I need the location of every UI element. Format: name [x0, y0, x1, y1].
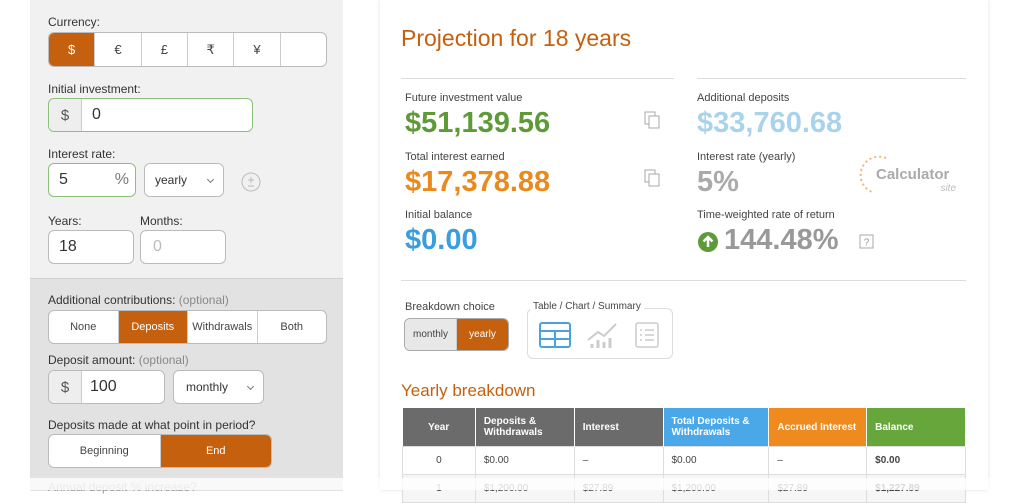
label: Deposits made at what point in period? [48, 418, 256, 432]
stat-value: $17,378.88 [405, 166, 551, 198]
chart-icon[interactable] [587, 323, 617, 348]
cell: $0.00 [866, 446, 966, 475]
currency-group: $ € £ ₹ ¥ [48, 32, 327, 67]
cell: – [768, 446, 868, 475]
input-value: 18 [59, 238, 77, 255]
select[interactable]: monthly [173, 370, 264, 404]
label: Deposit amount: (optional) [48, 353, 189, 367]
label-text: Deposit amount: [48, 353, 136, 367]
stat-label: Future investment value [405, 92, 523, 104]
cell: $0.00 [662, 446, 770, 475]
option[interactable]: Both [280, 321, 304, 333]
timing-group: Beginning End [48, 434, 272, 468]
label-text: Additional contributions: [48, 293, 176, 307]
stat-label: Additional deposits [697, 92, 790, 104]
stat-label: Initial balance [405, 209, 473, 221]
label: Initial investment: [48, 82, 141, 96]
option[interactable]: Beginning [49, 435, 161, 467]
stat-label: Total interest earned [405, 151, 505, 163]
table-row: 0 $0.00 – $0.00 – $0.00 [402, 446, 966, 475]
optional-note: (optional) [178, 293, 229, 307]
cell: – [573, 446, 664, 475]
fade-overlay [0, 478, 1023, 490]
column-header: Interest [574, 408, 664, 447]
column-header: Balance [866, 408, 966, 447]
input-value: 5 [59, 171, 68, 188]
label: Months: [140, 214, 183, 228]
breakdown-toggle: monthly yearly [404, 318, 509, 351]
section-title: Yearly breakdown [401, 381, 536, 400]
select-value: monthly [186, 380, 229, 394]
text-input[interactable]: 5 % [48, 163, 136, 197]
currency-option[interactable] [281, 33, 326, 66]
option[interactable]: Deposits [118, 311, 188, 343]
placeholder: 0 [153, 238, 162, 255]
label: Breakdown choice [405, 301, 495, 313]
results-title: Projection for 18 years [401, 25, 632, 51]
stat-value: $33,760.68 [697, 107, 843, 139]
logo-name: Calculator [876, 166, 950, 183]
header-row: Year Deposits & Withdrawals Interest Tot… [402, 408, 966, 447]
text-input[interactable]: $ 0 [48, 98, 253, 132]
label: Currency: [48, 15, 101, 29]
option[interactable]: monthly [405, 319, 457, 350]
column-header: Year [402, 408, 476, 447]
select[interactable]: yearly [144, 163, 224, 197]
svg-text:?: ? [864, 238, 870, 249]
currency-option[interactable]: £ [142, 33, 188, 66]
contributions-group: None Deposits Withdrawals Both [48, 310, 327, 344]
select-value: yearly [155, 173, 188, 187]
label: Table / Chart / Summary [530, 301, 644, 312]
text-input[interactable]: 0 [140, 230, 226, 264]
up-arrow-icon [698, 232, 718, 252]
logo: Calculator site [852, 152, 958, 202]
option[interactable]: yearly [457, 319, 508, 350]
stat-value: 5% [697, 166, 739, 198]
plus-minus-icon[interactable] [240, 171, 262, 193]
column-header: Accrued Interest [768, 408, 868, 447]
optional-note: (optional) [138, 353, 189, 367]
cell: $0.00 [474, 446, 575, 475]
column-header: Total Deposits & Withdrawals [663, 408, 770, 447]
column-header: Deposits & Withdrawals [475, 408, 575, 447]
view-icons [539, 322, 659, 348]
help-icon[interactable]: ? [859, 234, 875, 250]
divider [401, 78, 674, 79]
label: Additional contributions: (optional) [48, 293, 229, 307]
logo-mark [859, 155, 887, 193]
summary-icon[interactable] [635, 322, 659, 348]
cell: 0 [402, 446, 476, 475]
prefix: $ [49, 99, 82, 131]
stat-value: $0.00 [405, 224, 478, 256]
currency-option[interactable]: $ [49, 33, 96, 66]
currency-option[interactable]: € [95, 33, 142, 66]
currency-option[interactable]: ¥ [234, 33, 281, 66]
page: Currency: $ € £ ₹ ¥ Initial investment: … [0, 0, 1023, 490]
logo-suffix: site [940, 183, 956, 194]
stat-value: 144.48% [724, 224, 839, 256]
suffix: % [114, 171, 129, 188]
option[interactable]: None [49, 311, 119, 343]
text-input[interactable]: $ 100 [48, 370, 165, 404]
divider [697, 78, 966, 79]
input-value: 100 [90, 378, 117, 395]
copy-icon[interactable] [642, 168, 662, 188]
prefix: $ [49, 371, 82, 403]
text-input[interactable]: 18 [48, 230, 134, 264]
label: Interest rate: [48, 147, 116, 161]
option[interactable]: End [160, 435, 271, 467]
currency-option[interactable]: ₹ [188, 33, 235, 66]
table-icon[interactable] [539, 322, 571, 348]
stat-label: Interest rate (yearly) [697, 151, 796, 163]
input-value: 0 [92, 106, 101, 123]
divider [401, 280, 966, 281]
copy-icon[interactable] [642, 110, 662, 130]
label: Years: [48, 214, 82, 228]
option[interactable]: Withdrawals [188, 311, 258, 343]
stat-label: Time-weighted rate of return [697, 209, 835, 221]
stat-value: $51,139.56 [405, 107, 551, 139]
